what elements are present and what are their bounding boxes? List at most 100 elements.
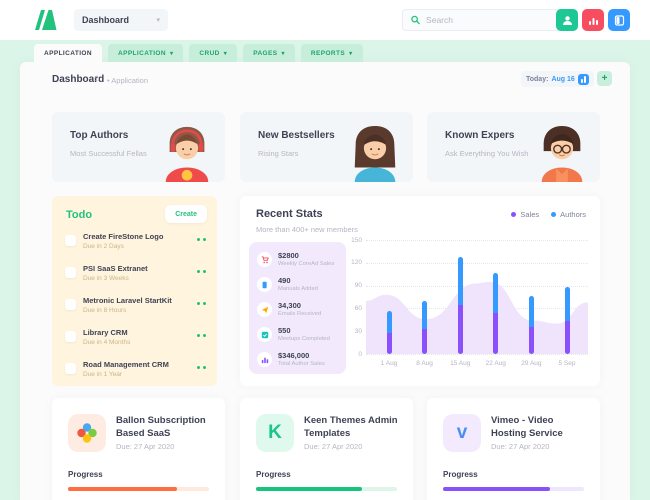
project-title: Vimeo - Video Hosting Service	[491, 415, 563, 439]
drag-dots-icon[interactable]	[197, 238, 206, 241]
project-card-ballon[interactable]: Ballon Subscription Based SaaS Due: 27 A…	[52, 398, 225, 500]
dashboard-dropdown[interactable]: Dashboard ▾	[74, 9, 168, 31]
meetup-icon	[257, 327, 272, 342]
breadcrumb-item: Application	[111, 76, 148, 85]
today-label: Today:	[526, 75, 549, 83]
project-due: Due: 27 Apr 2020	[304, 442, 363, 451]
breadcrumb[interactable]: • Application	[107, 76, 148, 85]
todo-item[interactable]: Metronic Laravel StartKit Due in 8 Hours	[52, 296, 217, 322]
todo-item-title: PSI SaaS Extranet	[83, 264, 148, 273]
stat-row: $2800 Weekly CoreAd Sales	[257, 250, 342, 272]
main-nav-tabs: APPLICATION APPLICATION ▾ CRUD ▾ PAGES ▾…	[34, 44, 363, 62]
search-box[interactable]	[402, 9, 578, 31]
tab-label: REPORTS	[310, 49, 346, 57]
y-axis-label: 120	[351, 259, 362, 267]
x-axis-label: 5 Sep	[558, 360, 576, 367]
tab-application-menu[interactable]: APPLICATION ▾	[107, 44, 184, 62]
card-title: New Bestsellers	[258, 130, 335, 141]
legend-label: Sales	[520, 210, 540, 219]
card-known-expers[interactable]: Known Expers Ask Everything You Wish	[427, 112, 600, 182]
chart-legend: Sales Authors	[511, 210, 586, 219]
chevron-down-icon: ▾	[223, 50, 228, 57]
todo-item[interactable]: Library CRM Due in 4 Months	[52, 328, 217, 354]
stacked-bar	[422, 300, 428, 354]
legend-dot-sales	[511, 212, 517, 217]
brand-logo-icon	[35, 10, 57, 30]
stats-button[interactable]	[582, 9, 604, 31]
home-icon[interactable]: ⌂	[94, 73, 101, 84]
stat-label: Total Author Sales	[278, 361, 325, 367]
stats-title: Recent Stats	[256, 208, 323, 220]
project-due: Due: 27 Apr 2020	[491, 442, 550, 451]
legend-dot-authors	[551, 212, 557, 217]
card-new-bestsellers[interactable]: New Bestsellers Rising Stars	[240, 112, 413, 182]
stat-label: Meetups Completed	[278, 336, 330, 342]
tab-label: APPLICATION	[44, 49, 92, 57]
create-button[interactable]: Create	[165, 205, 207, 223]
todo-item[interactable]: PSI SaaS Extranet Due in 3 Weeks	[52, 264, 217, 290]
card-title: Top Authors	[70, 130, 129, 141]
chevron-down-icon: ▾	[156, 17, 160, 24]
legend-label: Authors	[560, 210, 586, 219]
tab-application-active[interactable]: APPLICATION	[34, 44, 102, 62]
todo-item-title: Metronic Laravel StartKit	[83, 296, 172, 305]
x-axis-label: 15 Aug	[450, 360, 471, 367]
todo-card: Todo Create Create FireStone Logo Due in…	[52, 196, 217, 386]
stat-value: 550	[278, 326, 291, 335]
gridline	[366, 240, 588, 241]
stat-value: 490	[278, 276, 291, 285]
checkbox[interactable]	[65, 299, 76, 310]
stat-row: 550 Meetups Completed	[257, 325, 342, 347]
tab-pages[interactable]: PAGES ▾	[243, 44, 295, 62]
todo-item[interactable]: Create FireStone Logo Due in 2 Days	[52, 232, 217, 258]
todo-item-due: Due in 3 Weeks	[83, 275, 129, 282]
glasses-man-avatar	[541, 125, 583, 182]
page-title: Dashboard	[52, 74, 105, 85]
project-title: Keen Themes Admin Templates	[304, 415, 398, 439]
user-button[interactable]	[556, 9, 578, 31]
checkbox[interactable]	[65, 363, 76, 374]
today-date-pill[interactable]: Today: Aug 16	[521, 71, 594, 87]
user-icon	[562, 15, 572, 25]
tab-label: CRUD	[199, 49, 220, 57]
send-icon	[257, 302, 272, 317]
checkbox[interactable]	[65, 267, 76, 278]
todo-item-due: Due in 1 Year	[83, 371, 123, 378]
stat-value: $2800	[278, 251, 299, 260]
girl-avatar	[354, 125, 396, 182]
todo-item-due: Due in 2 Days	[83, 243, 124, 250]
todo-item-due: Due in 8 Hours	[83, 307, 127, 314]
boy-avatar	[165, 126, 209, 182]
todo-item-title: Create FireStone Logo	[83, 232, 164, 241]
x-axis-label: 22 Aug	[485, 360, 506, 367]
tab-reports[interactable]: REPORTS ▾	[300, 44, 363, 62]
drag-dots-icon[interactable]	[197, 302, 206, 305]
todo-item[interactable]: Road Management CRM Due in 1 Year	[52, 360, 217, 386]
progress-bar	[68, 487, 209, 491]
gridline	[366, 354, 588, 355]
stat-row: $346,000 Total Author Sales	[257, 350, 342, 372]
drag-dots-icon[interactable]	[197, 366, 206, 369]
checkbox[interactable]	[65, 235, 76, 246]
stats-summary-panel: $2800 Weekly CoreAd Sales 490 Manuals Ad…	[249, 242, 346, 374]
project-card-vimeo[interactable]: v Vimeo - Video Hosting Service Due: 27 …	[427, 398, 600, 500]
search-input[interactable]	[426, 15, 569, 25]
card-top-authors[interactable]: Top Authors Most Successful Fellas	[52, 112, 225, 182]
add-button[interactable]: +	[597, 71, 612, 86]
y-axis-label: 90	[354, 282, 362, 290]
card-subtitle: Rising Stars	[258, 149, 299, 158]
keen-logo-icon: K	[268, 422, 282, 443]
dashboard-dropdown-label: Dashboard	[82, 15, 130, 25]
clover-icon	[77, 423, 97, 443]
search-icon	[411, 15, 420, 25]
tab-crud[interactable]: CRUD ▾	[189, 44, 238, 62]
card-subtitle: Ask Everything You Wish	[445, 149, 529, 158]
chevron-down-icon: ▾	[169, 50, 174, 57]
checkbox[interactable]	[65, 331, 76, 342]
chevron-down-icon: ▾	[281, 50, 285, 57]
quick-panel-button[interactable]	[608, 9, 630, 31]
project-card-keen[interactable]: K Keen Themes Admin Templates Due: 27 Ap…	[240, 398, 413, 500]
drag-dots-icon[interactable]	[197, 270, 206, 273]
drag-dots-icon[interactable]	[197, 334, 206, 337]
content-area: Dashboard ⌂ • Application Today: Aug 16 …	[20, 62, 630, 500]
